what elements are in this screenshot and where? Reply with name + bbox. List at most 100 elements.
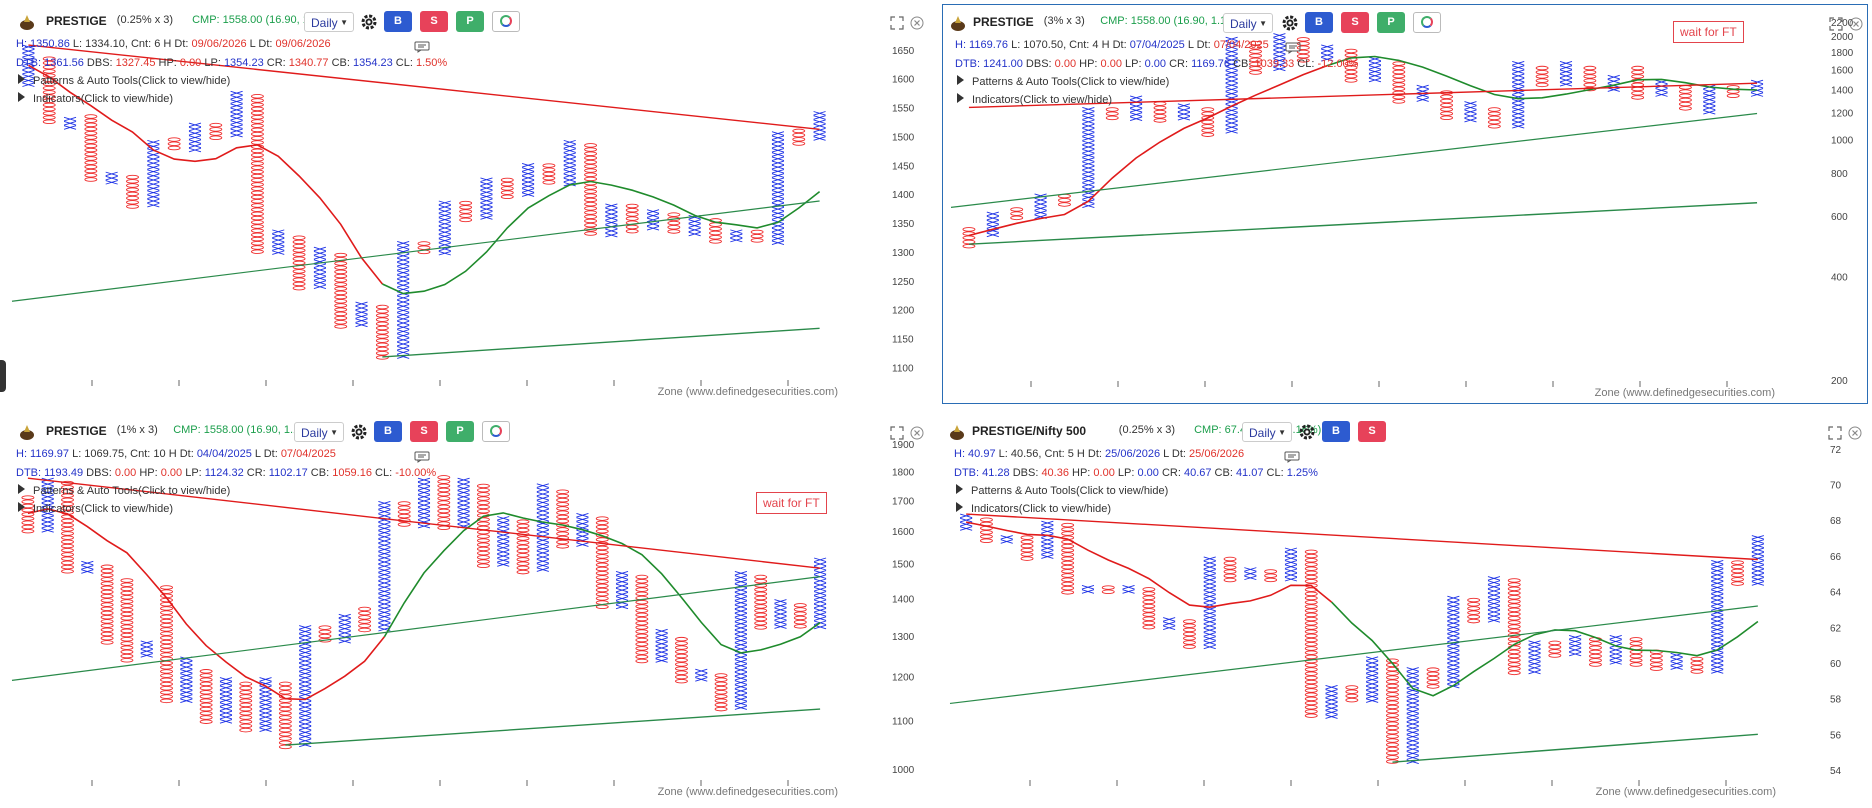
- y-tick-label: 1600: [1831, 66, 1854, 77]
- info-value: 40.36: [1041, 467, 1069, 479]
- sell-button[interactable]: S: [1341, 12, 1369, 33]
- refresh-ring-icon[interactable]: [492, 11, 520, 32]
- triangle-right-icon: [18, 484, 25, 494]
- pnf-chart[interactable]: 1100 1150 1200 1250 1300 1350 1400 1450 1500 1550…: [4, 4, 930, 404]
- x-column: [1559, 61, 1573, 87]
- x-column: [1273, 33, 1286, 72]
- o-column: [1201, 107, 1215, 137]
- buy-button[interactable]: B: [1305, 12, 1333, 33]
- gear-icon[interactable]: [360, 13, 378, 31]
- buy-button[interactable]: B: [1322, 421, 1350, 442]
- indicators-toggle[interactable]: Indicators(Click to view/hide): [18, 502, 173, 515]
- expand-icon[interactable]: [1828, 426, 1842, 440]
- comment-icon[interactable]: [1284, 450, 1300, 463]
- patterns-tools-toggle[interactable]: Patterns & Auto Tools(Click to view/hide…: [18, 74, 230, 87]
- resistance-trendline[interactable]: [27, 477, 821, 569]
- info-value: CR:: [1158, 467, 1184, 479]
- o-column: [793, 603, 807, 629]
- gear-icon[interactable]: [1298, 423, 1316, 441]
- close-icon[interactable]: [1848, 426, 1862, 440]
- support-trendline[interactable]: [968, 202, 1758, 245]
- expand-icon[interactable]: [890, 16, 904, 30]
- y-tick-label: 62: [1830, 623, 1842, 634]
- buy-button[interactable]: B: [384, 11, 412, 32]
- symbol-name[interactable]: PRESTIGE: [973, 15, 1034, 29]
- zone-watermark: Zone (www.definedgesecurities.com): [657, 786, 838, 798]
- sell-button[interactable]: S: [410, 421, 438, 442]
- o-column: [250, 94, 264, 254]
- indicators-toggle[interactable]: Indicators(Click to view/hide): [18, 92, 173, 105]
- gear-icon[interactable]: [1281, 14, 1299, 32]
- p-button[interactable]: P: [446, 421, 474, 442]
- annotation-callout[interactable]: wait for FT: [1673, 21, 1744, 43]
- resistance-trendline[interactable]: [966, 513, 1758, 561]
- o-column: [100, 564, 114, 645]
- buy-button[interactable]: B: [374, 421, 402, 442]
- support-trendline[interactable]: [950, 112, 1758, 208]
- x-column: [1000, 535, 1013, 544]
- timeframe-label: Daily: [1249, 426, 1276, 440]
- x-column: [1609, 635, 1622, 665]
- support-trendline[interactable]: [11, 200, 820, 302]
- sell-button[interactable]: S: [420, 11, 448, 32]
- support-trendline[interactable]: [1392, 733, 1758, 763]
- symbol-name[interactable]: PRESTIGE: [46, 14, 107, 28]
- close-icon[interactable]: [910, 426, 924, 440]
- annotation-callout[interactable]: wait for FT: [756, 492, 827, 514]
- y-tick-label: 1350: [892, 219, 915, 230]
- close-icon[interactable]: [910, 16, 924, 30]
- x-column: [615, 571, 629, 610]
- comment-icon[interactable]: [1285, 41, 1301, 54]
- symbol-name[interactable]: PRESTIGE/Nifty 500: [972, 424, 1087, 438]
- info-value: 04/04/2025: [196, 448, 252, 460]
- o-column: [1182, 619, 1196, 649]
- support-trendline[interactable]: [285, 708, 821, 746]
- support-trendline[interactable]: [11, 576, 821, 681]
- o-column: [1440, 90, 1454, 121]
- o-column: [1548, 640, 1562, 658]
- patterns-tools-toggle[interactable]: Patterns & Auto Tools(Click to view/hide…: [18, 484, 230, 497]
- info-value: 0.00: [160, 467, 183, 479]
- indicators-toggle[interactable]: Indicators(Click to view/hide): [957, 93, 1112, 106]
- comment-icon[interactable]: [414, 450, 430, 463]
- triangle-right-icon: [956, 484, 963, 494]
- close-icon[interactable]: [1849, 17, 1863, 31]
- sell-button[interactable]: S: [1358, 421, 1386, 442]
- timeframe-select[interactable]: Daily ▼: [304, 12, 354, 32]
- o-column: [437, 475, 451, 531]
- support-trendline[interactable]: [949, 605, 1758, 705]
- patterns-tools-toggle[interactable]: Patterns & Auto Tools(Click to view/hide…: [956, 484, 1168, 497]
- pnf-chart[interactable]: 54 56 58 60 62 64 66 68 70 72: [942, 414, 1868, 804]
- prestige-logo-icon: [948, 423, 966, 441]
- pnf-chart[interactable]: 200 400 600 800 1000 1200 1400 1600 1800 2000 2200: [943, 5, 1868, 404]
- refresh-ring-icon[interactable]: [482, 421, 510, 442]
- info-value: DBS:: [83, 467, 115, 479]
- expand-icon[interactable]: [890, 426, 904, 440]
- refresh-ring-icon[interactable]: [1413, 12, 1441, 33]
- resistance-trendline[interactable]: [968, 82, 1758, 109]
- info-value: CR:: [263, 57, 289, 69]
- o-column: [1142, 587, 1156, 630]
- o-column: [1105, 107, 1119, 121]
- panel-resize-handle[interactable]: [0, 360, 6, 392]
- timeframe-select[interactable]: Daily ▼: [1242, 422, 1292, 442]
- info-value: 1327.45: [115, 57, 156, 69]
- indicators-toggle[interactable]: Indicators(Click to view/hide): [956, 502, 1111, 515]
- pnf-chart[interactable]: 1000 1100 1200 1300 1400 1500 1600 1700 1800 1900: [4, 414, 930, 804]
- p-button[interactable]: P: [1377, 12, 1405, 33]
- info-value: CB:: [328, 57, 353, 69]
- support-trendline[interactable]: [382, 327, 820, 358]
- info-value: L: 1070.50, Cnt: 4 H Dt:: [1008, 39, 1130, 51]
- timeframe-select[interactable]: Daily ▼: [294, 422, 344, 442]
- gear-icon[interactable]: [350, 423, 368, 441]
- p-button[interactable]: P: [456, 11, 484, 32]
- resistance-trendline[interactable]: [28, 44, 820, 131]
- symbol-name[interactable]: PRESTIGE: [46, 424, 107, 438]
- timeframe-select[interactable]: Daily ▼: [1223, 13, 1273, 33]
- expand-icon[interactable]: [1829, 17, 1843, 31]
- patterns-tools-toggle[interactable]: Patterns & Auto Tools(Click to view/hide…: [957, 75, 1169, 88]
- comment-icon[interactable]: [414, 40, 430, 53]
- o-column: [1731, 560, 1744, 586]
- o-column: [1264, 569, 1278, 583]
- y-tick-label: 64: [1830, 588, 1842, 599]
